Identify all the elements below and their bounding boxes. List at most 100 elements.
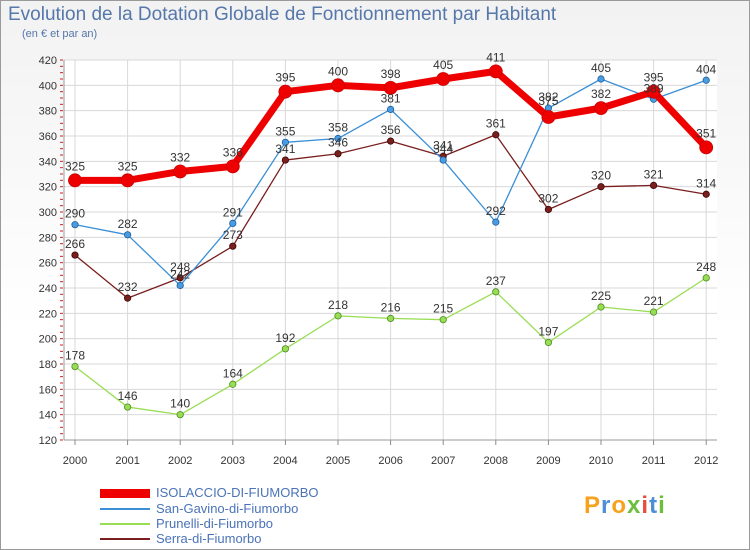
data-point [173,164,188,179]
data-point [436,72,451,86]
data-label: 237 [486,274,506,288]
data-label: 164 [223,366,243,380]
data-label: 404 [696,62,716,76]
legend-swatch [100,538,150,540]
data-point [229,242,237,250]
data-point [649,308,658,316]
x-tick-label: 2003 [221,455,245,467]
data-point [124,231,132,239]
x-tick-label: 2006 [378,455,402,467]
data-point [386,314,395,322]
data-point [646,84,661,99]
logo-letter: i [641,492,650,519]
data-label: 178 [65,349,85,363]
data-point [541,110,556,124]
data-point [544,205,553,214]
data-label: 215 [433,302,453,316]
data-label: 192 [275,331,295,345]
data-point [386,105,395,114]
y-tick-label: 420 [39,55,57,67]
data-point [544,338,553,347]
data-point [124,294,132,302]
legend-swatch [100,523,150,525]
grid [64,59,717,441]
data-label: 321 [644,167,664,181]
data-label: 336 [223,145,243,159]
data-label: 361 [486,117,506,131]
data-label: 355 [275,124,295,138]
y-tick-label: 260 [39,258,57,270]
y-tick-label: 180 [39,359,57,371]
legend-label: ISOLACCIO-DI-FIUMORBO [156,485,319,500]
data-point [225,159,240,174]
data-point [649,181,658,189]
data-point [492,131,500,139]
data-label: 218 [328,298,348,312]
legend-swatch [100,508,150,510]
data-point [278,84,293,99]
data-point [176,411,184,419]
data-label: 382 [538,90,558,104]
data-point [334,150,342,158]
data-label: 232 [118,280,138,294]
data-point [492,288,500,296]
data-label: 356 [381,123,401,137]
data-point [439,316,447,324]
data-label: 325 [65,159,85,173]
y-tick-label: 300 [39,207,57,219]
data-point [229,380,237,388]
y-tick-label: 160 [39,384,57,396]
data-point [176,281,184,290]
data-point [597,303,605,311]
y-tick-label: 240 [39,283,57,295]
chart-subtitle: (en € et par an) [22,28,98,40]
data-labels: 325 325 332 336 395 400 398 405 411 382 395 351 290 2… [65,50,717,410]
data-point [383,80,398,95]
logo-letter: P [584,492,602,519]
data-label: 292 [486,204,506,218]
data-point [334,312,342,320]
data-label: 140 [170,397,190,411]
legend-label: San-Gavino-di-Fiumorbo [156,501,299,516]
data-point [594,101,608,116]
y-tick-label: 140 [39,410,57,422]
x-tick-label: 2005 [326,455,350,467]
y-tick-label: 120 [39,435,57,447]
data-point [176,274,184,282]
data-point [68,173,82,188]
legend-swatch [100,488,150,498]
x-tick-label: 2004 [273,455,297,467]
data-point [281,345,289,353]
data-label: 332 [170,150,190,164]
y-tick-label: 400 [39,80,57,92]
data-label: 291 [223,205,243,219]
data-point [439,156,447,164]
chart-title: Evolution de la Dotation Globale de Fonc… [8,4,557,25]
x-tick-label: 2000 [63,455,87,467]
data-label: 282 [118,217,138,231]
data-label: 341 [433,138,453,152]
x-tick-label: 2009 [536,455,560,467]
data-point [334,134,342,143]
legend-label: Prunelli-di-Fiumorbo [156,516,274,531]
data-label: 273 [223,228,243,242]
data-label: 302 [538,191,558,205]
y-tick-label: 280 [39,232,57,244]
data-point [331,78,345,93]
data-label: 351 [696,126,716,140]
data-label: 395 [644,71,664,85]
data-label: 266 [65,237,85,251]
data-label: 411 [486,50,505,64]
data-label: 341 [275,142,295,156]
data-point [71,221,79,229]
proxiti-logo: Proxiti [584,492,666,520]
data-point [71,251,79,259]
x-tick-label: 2011 [642,455,666,467]
data-label: 344 [433,142,453,156]
data-label: 358 [328,121,348,135]
data-point [488,64,503,79]
data-point [597,183,605,191]
data-point [702,76,710,84]
data-label: 381 [381,91,401,105]
